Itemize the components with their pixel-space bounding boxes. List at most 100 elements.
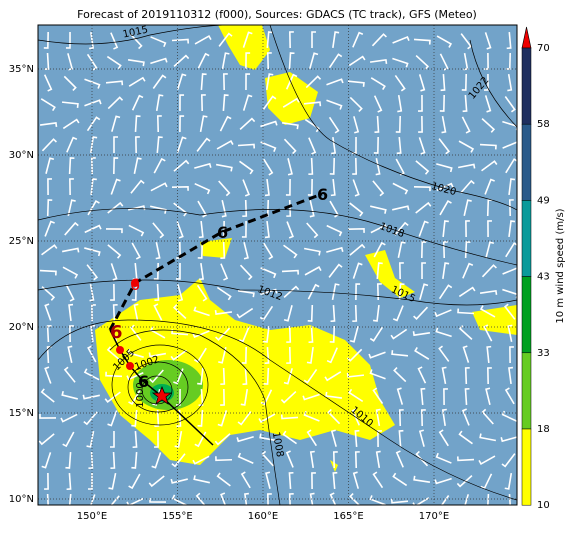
wind-barb: [505, 158, 517, 174]
wind-barb: [82, 394, 100, 400]
wind-barb: [197, 241, 204, 259]
wind-barb: [288, 52, 295, 70]
wind-barb: [106, 495, 120, 505]
lon-label: 165°E: [333, 511, 363, 522]
colorbar-segment: [521, 123, 532, 201]
wind-barb: [478, 455, 496, 465]
wind-barb: [179, 115, 185, 133]
wind-barb: [260, 267, 277, 279]
wind-barb: [127, 348, 144, 358]
wind-barb: [149, 369, 164, 384]
wind-barb: [420, 409, 426, 427]
lon-label: 155°E: [162, 511, 192, 522]
wind-barb: [264, 220, 270, 239]
wind-barb: [436, 163, 453, 173]
wind-barb: [354, 429, 360, 448]
wind-barb: [61, 391, 78, 400]
wind-barb: [105, 228, 123, 234]
wind-barb: [465, 220, 470, 238]
svg-text:6: 6: [317, 185, 328, 204]
wind-barb: [375, 408, 381, 427]
wind-barb: [199, 115, 208, 133]
wind-barb: [265, 73, 274, 91]
svg-text:6: 6: [138, 372, 149, 391]
wind-barb: [86, 116, 101, 132]
wind-barb: [198, 220, 204, 239]
wind-barb: [215, 327, 231, 341]
wind-barb: [373, 241, 386, 258]
wind-barb: [155, 94, 164, 112]
wind-barb: [420, 387, 426, 406]
wind-barb: [221, 52, 230, 70]
wind-barb: [237, 411, 252, 426]
wind-barb: [148, 475, 165, 488]
wind-barb: [68, 493, 72, 505]
wind-barb: [197, 367, 204, 385]
wind-barb: [152, 74, 167, 89]
wind-barb: [332, 471, 338, 490]
wind-barb: [309, 450, 315, 469]
wind-barb: [508, 220, 516, 238]
wind-barb: [441, 115, 447, 134]
wind-barb: [86, 53, 98, 71]
wind-barb: [266, 52, 272, 70]
wind-barb: [484, 32, 492, 50]
wind-barb: [282, 430, 297, 445]
wind-barb: [40, 388, 55, 403]
wind-barb: [412, 497, 430, 505]
wind-barb: [354, 451, 360, 469]
wind-barb: [199, 262, 205, 281]
wind-barb: [481, 118, 496, 133]
wind-barb: [373, 136, 379, 154]
wind-barb: [83, 368, 100, 381]
wind-barb: [308, 137, 317, 155]
wind-barb: [415, 54, 430, 70]
wind-barb: [260, 288, 278, 296]
wind-barb: [43, 74, 53, 92]
wind-barb: [280, 414, 299, 420]
colorbar-segment: [521, 47, 532, 125]
lat-label: 35°N: [9, 64, 34, 75]
wind-barb: [84, 99, 102, 107]
wind-barb: [484, 95, 492, 113]
wind-barb: [417, 366, 427, 384]
wind-barb: [43, 31, 49, 49]
wind-barb: [442, 262, 450, 280]
wind-barb: [90, 136, 98, 154]
wind-barb: [419, 283, 429, 300]
colorbar-tick-label: 49: [537, 195, 550, 206]
wind-barb: [222, 73, 228, 91]
wind-barb: [394, 75, 406, 92]
wind-barb: [395, 115, 402, 133]
wind-barb: [303, 368, 318, 384]
wind-barb: [392, 182, 409, 195]
wind-barb: [240, 388, 249, 406]
wind-barb: [241, 346, 247, 364]
wind-barb: [305, 75, 322, 89]
wind-barb: [222, 94, 229, 112]
wind-barb: [237, 143, 256, 149]
wind-barb: [371, 33, 387, 47]
wind-barb: [67, 53, 74, 71]
wind-barb: [307, 283, 320, 300]
wind-barb: [154, 283, 160, 302]
wind-barb: [218, 347, 227, 364]
wind-barb: [216, 472, 231, 487]
wind-barb: [372, 471, 384, 489]
wind-barb: [111, 115, 121, 132]
wind-barb: [352, 157, 358, 175]
wind-barb: [282, 97, 300, 108]
wind-barb: [286, 221, 294, 239]
wind-barb: [330, 304, 336, 323]
wind-barb: [463, 199, 472, 216]
wind-barb: [309, 52, 319, 69]
wind-barb: [242, 367, 248, 386]
wind-barb: [280, 390, 297, 404]
wind-barb: [149, 326, 166, 339]
wind-barb: [40, 98, 56, 112]
wind-barb: [84, 224, 102, 234]
wind-barb: [325, 391, 343, 399]
wind-barb: [170, 349, 187, 361]
wind-barb: [464, 241, 471, 259]
wind-barb: [154, 409, 160, 427]
